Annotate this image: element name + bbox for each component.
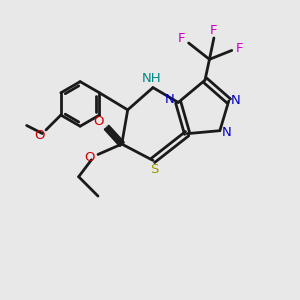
Text: NH: NH xyxy=(142,72,161,85)
Text: F: F xyxy=(210,24,218,37)
Text: O: O xyxy=(84,151,95,164)
Text: N: N xyxy=(165,93,175,106)
Text: F: F xyxy=(178,32,185,45)
Text: O: O xyxy=(93,115,104,128)
Text: N: N xyxy=(221,126,231,139)
Text: O: O xyxy=(34,129,45,142)
Text: F: F xyxy=(236,42,243,56)
Text: N: N xyxy=(230,94,240,107)
Text: S: S xyxy=(150,164,159,176)
